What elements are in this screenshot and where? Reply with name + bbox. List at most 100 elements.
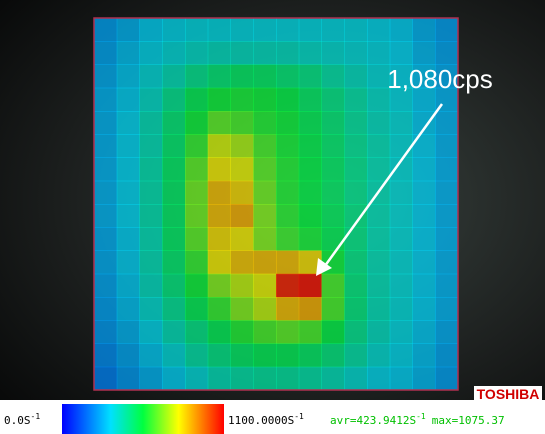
heatmap-cell [253, 158, 276, 182]
heatmap-cell [140, 65, 163, 89]
heatmap-cell [94, 204, 117, 228]
heatmap-cell [162, 158, 185, 182]
heatmap-cell [162, 111, 185, 135]
heatmap-cell [94, 227, 117, 251]
heatmap-cell [322, 367, 345, 391]
maximum-label: max=1075.37 [432, 414, 505, 427]
heatmap-cell [253, 274, 276, 298]
heatmap-cell [94, 65, 117, 89]
heatmap-cell [253, 227, 276, 251]
heatmap-cell [322, 111, 345, 135]
heatmap-cell [322, 41, 345, 65]
heatmap-cell [231, 181, 254, 205]
heatmap-cell [253, 111, 276, 135]
colorbar-min: 0.0S-1 [4, 412, 40, 427]
heatmap-cell [117, 18, 140, 42]
heatmap-cell [94, 367, 117, 391]
heatmap-cell [435, 297, 458, 321]
heatmap-cell [117, 65, 140, 89]
heatmap-cell [276, 18, 299, 42]
heatmap-cell [231, 88, 254, 112]
heatmap-cell [185, 111, 208, 135]
heatmap-cell [435, 41, 458, 65]
heatmap-cell [253, 65, 276, 89]
heatmap-cell [276, 134, 299, 158]
heatmap-cell [344, 227, 367, 251]
heatmap-cell [162, 297, 185, 321]
heatmap-cell [253, 88, 276, 112]
heatmap-cell [117, 88, 140, 112]
heatmap-cell [390, 18, 413, 42]
heatmap-cell [231, 18, 254, 42]
heatmap-cell [299, 204, 322, 228]
heatmap-cell [299, 18, 322, 42]
heatmap-cell [208, 65, 231, 89]
heatmap-cell [390, 41, 413, 65]
heatmap-cell [322, 181, 345, 205]
heatmap-cell [94, 111, 117, 135]
heatmap-cell [299, 344, 322, 368]
heatmap-cell [344, 65, 367, 89]
heatmap-cell [367, 111, 390, 135]
heatmap-cell [276, 41, 299, 65]
heatmap-cell [299, 320, 322, 344]
heatmap-cell [367, 274, 390, 298]
heatmap-cell [390, 111, 413, 135]
heatmap-cell [94, 88, 117, 112]
heatmap-cell [94, 251, 117, 275]
average: avr=423.9412S-1max=1075.37 [330, 412, 505, 427]
heatmap-cell [367, 227, 390, 251]
heatmap-cell [413, 134, 436, 158]
heatmap-cell [208, 251, 231, 275]
heatmap-cell [390, 227, 413, 251]
heatmap-cell [276, 344, 299, 368]
heatmap-cell [140, 367, 163, 391]
heatmap-cell [231, 111, 254, 135]
heatmap-cell [231, 204, 254, 228]
heatmap-cell [162, 65, 185, 89]
heatmap-cell [435, 158, 458, 182]
heatmap-cell [208, 227, 231, 251]
heatmap-cell [117, 274, 140, 298]
heatmap-cell [94, 134, 117, 158]
colorbar-max: 1100.0000S-1 [228, 412, 304, 427]
heatmap-cell [253, 251, 276, 275]
heatmap-cell [413, 111, 436, 135]
heatmap-cell [390, 367, 413, 391]
heatmap-cell [162, 251, 185, 275]
brand: TOSHIBA [477, 386, 540, 402]
heatmap-cell [367, 158, 390, 182]
exponent: -1 [294, 412, 304, 421]
heatmap-cell [322, 88, 345, 112]
heatmap-cell [140, 158, 163, 182]
heatmap-cell [253, 320, 276, 344]
heatmap-cell [344, 251, 367, 275]
heatmap-cell [299, 367, 322, 391]
heatmap-cell [162, 227, 185, 251]
heatmap-cell [185, 181, 208, 205]
heatmap-cell [413, 204, 436, 228]
heatmap-cell [208, 18, 231, 42]
heatmap-cell [390, 320, 413, 344]
heatmap-cell [208, 367, 231, 391]
heatmap-cell [413, 158, 436, 182]
heatmap-cell [185, 204, 208, 228]
heatmap-cell [276, 88, 299, 112]
heatmap-cell [140, 41, 163, 65]
heatmap-cell [94, 297, 117, 321]
heatmap-cell [185, 274, 208, 298]
heatmap-cell [322, 227, 345, 251]
heatmap-cell [94, 41, 117, 65]
heatmap-cell [140, 204, 163, 228]
heatmap-cell [413, 251, 436, 275]
heatmap-cell [322, 158, 345, 182]
heatmap-cell [117, 367, 140, 391]
heatmap-cell [367, 251, 390, 275]
heatmap-cell [299, 65, 322, 89]
heatmap-cell [276, 274, 299, 298]
heatmap-cell [208, 111, 231, 135]
heatmap-cell [322, 320, 345, 344]
heatmap-cell [299, 181, 322, 205]
heatmap-cell [367, 134, 390, 158]
heatmap-cell [185, 227, 208, 251]
